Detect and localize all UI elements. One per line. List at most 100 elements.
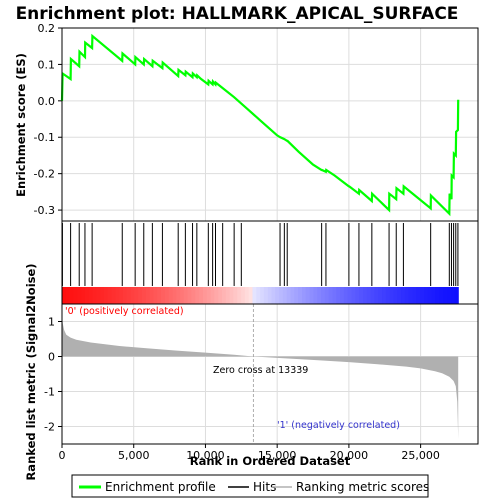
heatmap-cell [439,287,444,304]
heatmap-cell [362,287,368,304]
heatmap-cell [111,287,116,304]
heatmap-cell [271,287,276,304]
x-tick-label: 25,000 [401,449,440,462]
heatmap-cell [187,287,193,304]
zero-cross-label: Zero cross at 13339 [213,365,308,376]
heatmap-cell [81,287,86,304]
heatmap-cell [73,287,78,304]
heatmap-cell [103,287,109,304]
heatmap-cell [210,287,215,304]
heatmap-cell [275,287,280,304]
heatmap-cell [69,287,75,304]
heatmap-cell [450,287,455,304]
metric-x-ticks: 0 5,000 10,000 15,000 20,000 25,000 [59,444,440,462]
heatmap-cell [241,287,246,304]
metric-y-axis-title: Ranked list metric (Signal2Noise) [24,263,38,480]
es-y-ticks: 0.2 0.1 0.0 -0.1 -0.2 -0.3 [34,22,62,217]
metric-y-ticks: 1 0 -1 -2 [44,316,62,434]
heatmap-cell [332,287,337,304]
heatmap-cell [225,287,231,304]
heatmap-cell [263,287,269,304]
legend-metric-label: Ranking metric scores [296,480,429,494]
heatmap-cell [442,287,448,304]
heatmap-cell [138,287,143,304]
heatmap-cell [427,287,433,304]
hit-marks [61,223,459,286]
metric-y-tick-label: 0 [48,351,55,364]
heatmap-cell [218,287,223,304]
heatmap-cell [282,287,288,304]
heatmap-cell [153,287,158,304]
heatmap-cell [420,287,425,304]
metric-panel-frame [61,303,479,445]
heatmap-cell [431,287,436,304]
heatmap-cell [298,287,303,304]
heatmap-cell [119,287,124,304]
heatmap-cell [389,287,395,304]
es-y-axis-title: Enrichment score (ES) [14,53,28,197]
heatmap-cell [164,287,170,304]
es-profile-line [60,33,460,217]
negative-correlation-label: '1' (negatively correlated) [277,420,400,431]
heatmap-cell [206,287,212,304]
x-tick-label: 0 [59,449,66,462]
heatmap-cell [229,287,235,304]
heatmap-cell [195,287,200,304]
heatmap-cell [385,287,391,304]
heatmap-cell [233,287,238,304]
heatmap-cell [161,287,166,304]
heatmap-cell [294,287,299,304]
heatmap-cell [84,287,90,304]
x-tick-label: 5,000 [118,449,150,462]
heatmap-cell [214,287,219,304]
metric-y-tick-label: -2 [44,421,55,434]
heatmap-cell [202,287,208,304]
heatmap-cell [172,287,177,304]
heatmap-cell [347,287,353,304]
heatmap-cell [366,287,372,304]
heatmap-cell [351,287,356,304]
heatmap-cell [378,287,383,304]
heatmap-cell [62,287,67,304]
correlation-heatmap-bar [62,287,459,304]
positive-correlation-label: '0' (positively correlated) [65,306,184,317]
es-panel: 0.2 0.1 0.0 -0.1 -0.2 -0.3 Enrichment score (… [14,22,479,222]
metric-y-tick-label: -1 [44,386,55,399]
heatmap-cell [302,287,307,304]
es-panel-frame [61,27,479,222]
legend: Enrichment profile Hits Ranking metric s… [71,474,429,498]
heatmap-cell [88,287,94,304]
es-y-tick-label: 0.2 [38,22,56,35]
es-y-tick-label: -0.3 [34,204,55,217]
heatmap-cell [374,287,379,304]
heatmap-cell [115,287,120,304]
heatmap-cell [343,287,349,304]
heatmap-cell [65,287,71,304]
heatmap-cell [317,287,322,304]
heatmap-cell [244,287,250,304]
heatmap-cell [77,287,82,304]
x-tick-label: 10,000 [186,449,225,462]
heatmap-cell [423,287,429,304]
heatmap-cell [355,287,360,304]
heatmap-cell [256,287,261,304]
heatmap-cell [252,287,257,304]
heatmap-cell [340,287,345,304]
legend-frame [71,474,429,498]
heatmap-cell [130,287,135,304]
metric-y-tick-label: 1 [48,316,55,329]
heatmap-cell [168,287,174,304]
heatmap-cell [145,287,151,304]
heatmap-cell [454,287,459,304]
heatmap-cell [126,287,132,304]
heatmap-cell [309,287,315,304]
heatmap-cell [142,287,147,304]
heatmap-cell [336,287,341,304]
legend-hits-label: Hits [253,480,276,494]
heatmap-cell [180,287,185,304]
heatmap-cell [183,287,189,304]
heatmap-cell [199,287,204,304]
heatmap-cell [279,287,284,304]
es-y-tick-label: -0.2 [34,168,55,181]
